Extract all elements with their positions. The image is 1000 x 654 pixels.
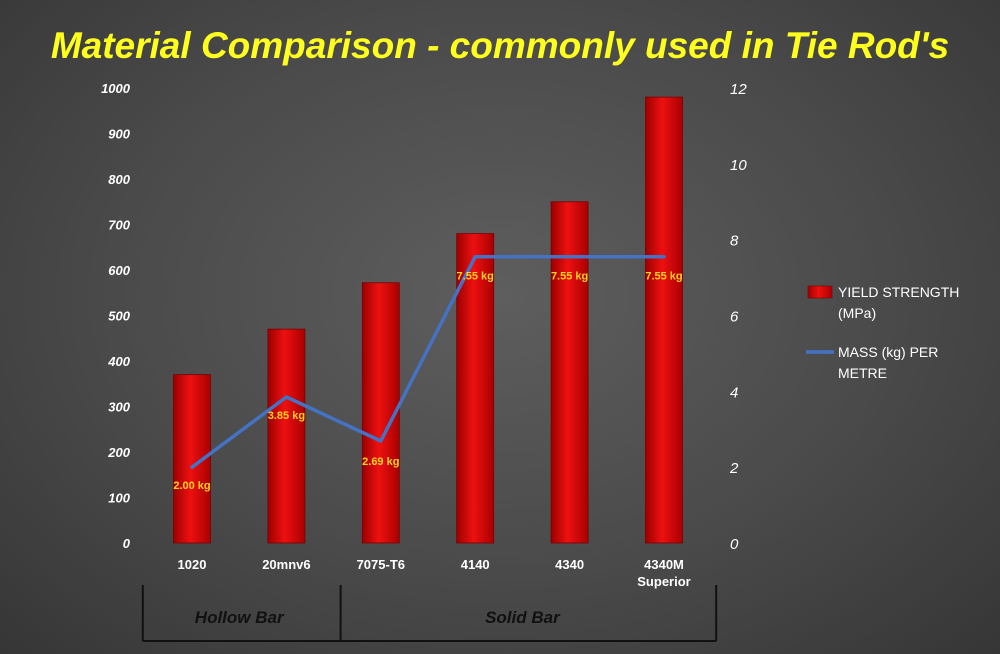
right-axis-ticks: 0 2 4 6 8 10 12 — [729, 81, 747, 553]
category-groups: Hollow Bar Solid Bar — [141, 585, 718, 642]
bar-series — [173, 96, 683, 544]
bar-7075-t6 — [361, 282, 400, 544]
mass-data-label: 3.85 kg — [268, 410, 305, 422]
left-tick-label: 0 — [123, 536, 131, 551]
data-labels: 2.00 kg 3.85 kg 2.69 kg 7.55 kg 7.55 kg 7.55 … — [173, 271, 682, 492]
right-tick-label: 2 — [729, 460, 739, 477]
group-label: Solid Bar — [485, 608, 561, 627]
legend-bar-label: YIELD STRENGTH — [838, 284, 959, 300]
bar-20mnv6 — [267, 328, 306, 544]
left-tick-label: 600 — [108, 263, 130, 278]
category-label: 1020 — [178, 557, 207, 572]
category-label: 4340M — [644, 557, 684, 572]
category-label: Superior — [637, 574, 690, 589]
left-tick-label: 500 — [108, 309, 130, 324]
bar-4340m-superior — [645, 96, 683, 544]
category-label: 7075-T6 — [357, 557, 405, 572]
mass-data-label: 7.55 kg — [457, 271, 494, 283]
mass-data-label: 2.00 kg — [173, 480, 210, 492]
left-tick-label: 200 — [107, 445, 130, 460]
legend: YIELD STRENGTH (MPa) MASS (kg) PER METRE — [806, 284, 959, 381]
legend-line-label: MASS (kg) PER — [838, 344, 938, 360]
mass-line — [190, 254, 666, 469]
legend-line-label: METRE — [838, 365, 887, 381]
left-tick-label: 100 — [108, 491, 130, 506]
category-label: 20mnv6 — [262, 557, 310, 572]
line-series — [190, 254, 666, 469]
right-tick-label: 6 — [730, 309, 739, 326]
left-tick-label: 1000 — [101, 81, 131, 96]
right-tick-label: 8 — [730, 233, 739, 250]
mass-data-label: 7.55 kg — [645, 271, 682, 283]
left-tick-label: 900 — [108, 127, 130, 142]
bar-4340 — [550, 201, 589, 544]
left-tick-label: 700 — [108, 218, 130, 233]
category-label: 4340 — [555, 557, 584, 572]
left-axis-ticks: 0 100 200 300 400 500 600 700 800 900 1000 — [101, 81, 131, 551]
group-label: Hollow Bar — [195, 608, 285, 627]
right-tick-label: 10 — [730, 157, 747, 174]
left-tick-label: 300 — [108, 400, 130, 415]
legend-bar-label: (MPa) — [838, 305, 876, 321]
bar-4140 — [456, 233, 495, 544]
right-tick-label: 0 — [730, 536, 739, 553]
legend-bar-swatch — [807, 285, 833, 299]
category-label: 4140 — [461, 557, 490, 572]
mass-data-label: 2.69 kg — [362, 456, 399, 468]
left-tick-label: 400 — [107, 354, 130, 369]
right-tick-label: 12 — [730, 81, 747, 98]
left-tick-label: 800 — [108, 172, 130, 187]
right-tick-label: 4 — [730, 384, 738, 401]
category-labels: 1020 20mnv6 7075-T6 4140 4340 4340M Superior — [178, 557, 691, 589]
chart-title: Material Comparison - commonly used in T… — [51, 25, 949, 66]
mass-data-label: 7.55 kg — [551, 271, 588, 283]
